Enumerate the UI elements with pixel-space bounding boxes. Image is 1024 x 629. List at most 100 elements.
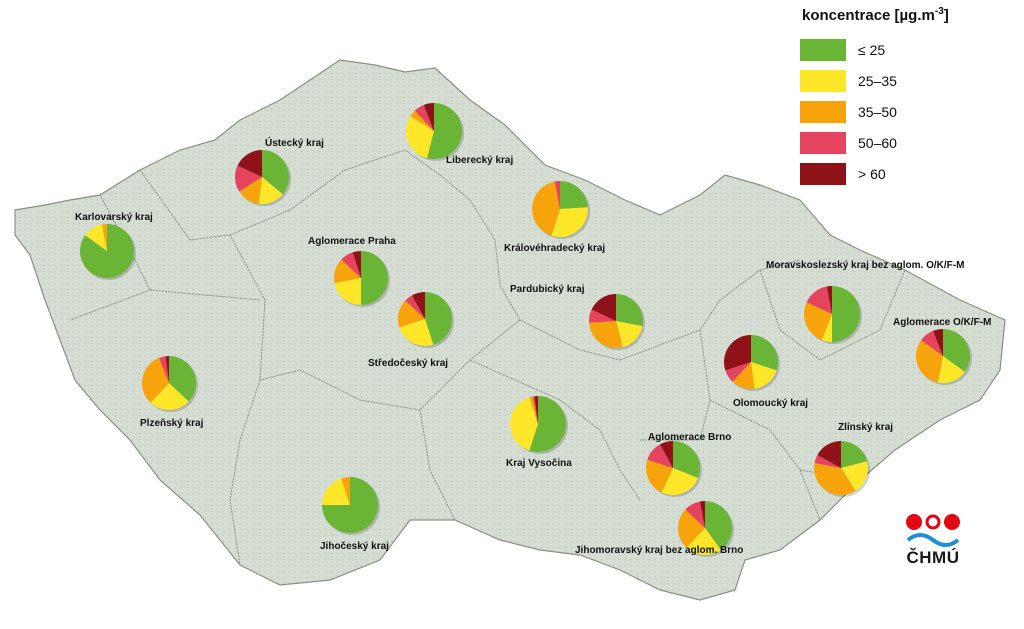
pie-slice	[699, 501, 705, 528]
pie-slice	[169, 356, 196, 402]
pie-slice	[406, 116, 434, 159]
pie-slice	[237, 150, 262, 177]
pie-slice	[532, 181, 560, 236]
pie-ostrava	[916, 329, 972, 385]
pie-slice	[352, 251, 361, 278]
pie-brno	[645, 441, 702, 497]
pie-slice	[85, 224, 107, 251]
pie-slice	[661, 468, 699, 495]
region-label-stredocesky: Středočeský kraj	[368, 358, 448, 369]
pie-liberecky	[406, 103, 464, 161]
pie-slice	[510, 397, 538, 451]
pie-slice	[414, 104, 434, 131]
pie-slice	[410, 110, 434, 131]
pie-slice	[411, 292, 425, 319]
region-label-praha: Aglomerace Praha	[308, 236, 396, 247]
pie-slice	[814, 462, 856, 496]
pie-pardubicky	[588, 294, 645, 350]
pie-slice	[686, 528, 721, 555]
region-borders	[69, 149, 906, 566]
legend-swatch	[800, 69, 846, 92]
pie-slice	[532, 396, 538, 424]
legend-row: ≤ 25	[800, 34, 1020, 65]
legend-swatch	[800, 100, 846, 123]
legend: koncentrace [µg.m-3] ≤ 25 25–35 35–50 50–60…	[800, 6, 1020, 189]
pie-slice	[751, 362, 777, 389]
pie-jihomoravsky	[678, 501, 734, 557]
region-label-vysocina: Kraj Vysočina	[506, 458, 572, 469]
chmu-logo: ČHMÚ	[900, 510, 966, 570]
pie-slice	[751, 335, 779, 371]
legend-label: 50–60	[858, 134, 897, 151]
region-label-moravskoslezsky: Moravskoslezský kraj bez aglom. O/K/F-M	[766, 260, 964, 271]
pie-ustecky	[234, 150, 291, 206]
pie-praha	[334, 251, 390, 307]
pie-slice	[361, 251, 388, 305]
region-label-jihomoravsky: Jihomoravský kraj bez aglom. Brno	[575, 545, 743, 556]
pie-slice	[534, 396, 538, 424]
pie-slice	[659, 441, 673, 468]
pie-jihocesky	[322, 477, 380, 535]
pie-slice	[334, 278, 361, 305]
legend-row: 50–60	[800, 127, 1020, 158]
pie-slice	[423, 103, 434, 131]
pie-slice	[916, 340, 943, 383]
legend-row: > 60	[800, 158, 1020, 189]
pie-slice	[732, 362, 755, 390]
region-label-ustecky: Ústecký kraj	[265, 136, 324, 149]
pie-slice	[803, 302, 832, 341]
pie-moravskoslezsky	[803, 286, 862, 344]
region-label-liberecky: Liberecký kraj	[446, 155, 513, 166]
pie-slice	[551, 207, 588, 237]
pie-slice	[560, 181, 588, 209]
pie-slice	[529, 396, 538, 424]
pie-slice	[705, 501, 732, 550]
pie-slice	[616, 294, 643, 327]
pie-slice	[529, 396, 567, 452]
pie-slice	[814, 454, 841, 468]
pie-slice	[142, 357, 169, 403]
pie-zlinsky	[814, 441, 870, 497]
legend-swatch	[800, 162, 846, 185]
pie-stredocesky	[398, 292, 454, 348]
pie-slice	[943, 329, 970, 372]
region-label-jihocesky: Jihočeský kraj	[320, 541, 389, 552]
pie-slice	[725, 362, 751, 382]
pie-slice	[239, 177, 262, 204]
pie-slice	[841, 461, 868, 491]
pie-slice	[678, 509, 705, 548]
pie-slice	[616, 321, 643, 348]
pie-slice	[150, 383, 189, 410]
pie-vysocina	[510, 396, 568, 454]
legend-swatch	[800, 131, 846, 154]
region-label-kralovehradecky: Královéhradecký kraj	[504, 243, 605, 254]
region-label-plzensky: Plzeňský kraj	[140, 418, 204, 429]
pie-slice	[933, 329, 943, 356]
pie-slice	[673, 441, 700, 478]
region-label-layer: Karlovarský kraj Ústecký kraj Liberecký kr…	[75, 136, 991, 556]
pie-slice	[405, 295, 425, 319]
pie-plzensky	[142, 356, 198, 412]
pie-slice	[165, 356, 169, 383]
pie-karlovarsky	[80, 224, 136, 280]
pie-chart-layer	[80, 103, 972, 557]
pie-slice	[159, 356, 169, 383]
region-label-olomoucky: Olomoucký kraj	[733, 398, 808, 409]
pie-slice	[80, 224, 135, 278]
pie-slice	[645, 459, 673, 493]
pie-slice	[685, 501, 705, 528]
region-label-brno: Aglomerace Brno	[648, 432, 731, 443]
region-label-zlinsky: Zlínský kraj	[838, 422, 893, 433]
pie-slice	[262, 150, 289, 195]
pie-slice	[723, 335, 751, 371]
pie-slice	[398, 300, 425, 328]
pie-slice	[817, 441, 841, 468]
pie-slice	[588, 309, 616, 323]
pie-slice	[921, 330, 943, 356]
legend-label: 35–50	[858, 103, 897, 120]
pie-slice	[591, 294, 616, 321]
pie-slice	[341, 477, 350, 505]
pie-olomoucky	[723, 335, 780, 391]
pie-slice	[937, 356, 965, 383]
